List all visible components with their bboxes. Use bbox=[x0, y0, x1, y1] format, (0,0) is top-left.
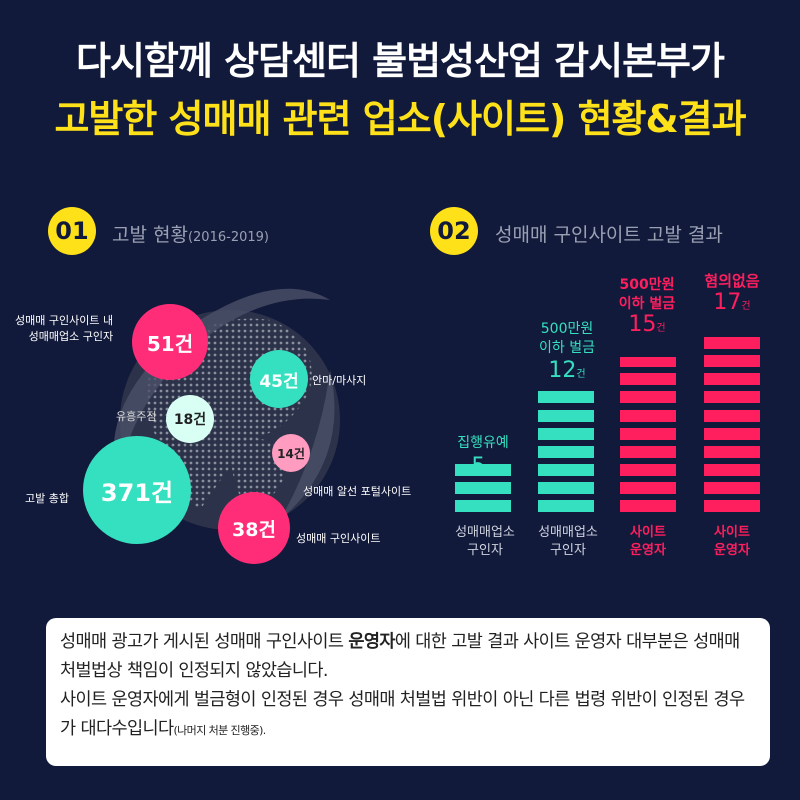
bar-segment bbox=[704, 481, 760, 494]
bar-segment bbox=[620, 445, 676, 458]
bar3-amount-line2: 이하 벌금 bbox=[618, 296, 676, 312]
bar-segment bbox=[704, 391, 760, 404]
note-part2: 에 대한 고발 결과 사이트 운영자 대부분은 성매매 처벌법상 책임이 인정되… bbox=[60, 632, 740, 681]
bar1-amount-label: 집행유예 bbox=[457, 435, 509, 451]
bar-segment bbox=[620, 373, 676, 386]
bar1-count-value: 5 bbox=[471, 454, 486, 479]
bubble-massage-label: 안마/마사지 bbox=[312, 374, 367, 387]
section1-years: (2016-2019) bbox=[187, 230, 269, 245]
bar2-amount-line1: 500만원 bbox=[540, 321, 594, 337]
bar-segment bbox=[704, 463, 760, 476]
bar3-count-value: 15 bbox=[628, 312, 657, 337]
bubble-total: 371건 bbox=[83, 436, 191, 544]
bar-segment bbox=[704, 355, 760, 368]
bubble-job-recruiter: 51건 bbox=[132, 304, 208, 380]
bubble-portal: 14건 bbox=[272, 434, 310, 472]
bar-segment bbox=[620, 463, 676, 476]
bubble-portal-label: 성매매 알선 포털사이트 bbox=[303, 485, 412, 498]
bar-segment bbox=[538, 463, 594, 476]
bar1-category-line1: 성매매업소 bbox=[455, 525, 515, 540]
bar-segment bbox=[620, 481, 676, 494]
bar-4 bbox=[704, 337, 760, 512]
bar-segment bbox=[704, 500, 760, 512]
bar-segment bbox=[538, 427, 594, 440]
bubble-job-recruiter-label: 성매매 구인사이트 내 성매매업소 구인자 bbox=[15, 314, 114, 343]
note-part1: 성매매 광고가 게시된 성매매 구인사이트 bbox=[60, 632, 349, 652]
globe-orbit-right bbox=[280, 370, 335, 520]
bar3-amount-line1: 500만원 bbox=[619, 277, 675, 293]
bar1-category-line2: 구인자 bbox=[467, 543, 503, 558]
bar-segment bbox=[538, 445, 594, 458]
main-title-line2: 고발한 성매매 관련 업소(사이트) 현황&결과 bbox=[54, 97, 746, 141]
section2-number-badge: 02 bbox=[430, 207, 478, 255]
bar-segment bbox=[538, 481, 594, 494]
bar-segment bbox=[620, 409, 676, 422]
bar-1 bbox=[455, 460, 511, 512]
section1-title-text: 고발 현황 bbox=[112, 224, 188, 246]
bar3-count: 15건 bbox=[612, 312, 682, 337]
bubble-bar-label: 유흥주점 bbox=[116, 410, 157, 423]
bar4-count: 17건 bbox=[696, 290, 768, 315]
bar-segment bbox=[620, 357, 676, 368]
bar-segment bbox=[538, 409, 594, 422]
bubble-total-label: 고발 총합 bbox=[25, 492, 69, 505]
bar-segment bbox=[704, 337, 760, 350]
bar3-count-unit: 건 bbox=[656, 323, 666, 334]
bubble-bar: 18건 bbox=[166, 395, 214, 443]
bar-segment bbox=[455, 481, 511, 494]
bar4-count-value: 17 bbox=[713, 290, 742, 315]
bar2-count: 12건 bbox=[532, 358, 602, 383]
section1-title: 고발 현황(2016-2019) bbox=[112, 220, 269, 247]
bar1-count: 5건 bbox=[448, 454, 518, 479]
bar1-count-unit: 건 bbox=[485, 465, 495, 476]
note-bold: 운영자 bbox=[348, 632, 395, 652]
bar-segment bbox=[620, 427, 676, 440]
note-small: (나머지 처분 진행중). bbox=[173, 724, 266, 737]
explanation-note: 성매매 광고가 게시된 성매매 구인사이트 운영자에 대한 고발 결과 사이트 … bbox=[46, 618, 770, 766]
bar-segment bbox=[704, 445, 760, 458]
main-title-line1: 다시함께 상담센터 불법성산업 감시본부가 bbox=[76, 39, 725, 83]
bar-segment bbox=[704, 373, 760, 386]
bar-segment bbox=[538, 391, 594, 404]
bar4-count-unit: 건 bbox=[741, 301, 751, 312]
bar2-category-line2: 구인자 bbox=[550, 543, 586, 558]
bar-segment bbox=[620, 500, 676, 512]
bubble-job-site-label: 성매매 구인사이트 bbox=[296, 532, 381, 545]
note-line3: 사이트 운영자에게 벌금형이 인정된 경우 성매매 처벌법 위반이 아닌 다른 … bbox=[60, 690, 745, 739]
bar4-amount-label: 혐의없음 bbox=[704, 272, 760, 290]
bar4-category-line1: 사이트 bbox=[714, 525, 750, 540]
bar-segment bbox=[704, 409, 760, 422]
bubble-massage: 45건 bbox=[250, 350, 308, 408]
bar3-category-line2: 운영자 bbox=[630, 543, 666, 558]
bar2-amount-line2: 이하 벌금 bbox=[539, 340, 595, 356]
bar2-count-value: 12 bbox=[548, 358, 577, 383]
section1-number-badge: 01 bbox=[48, 207, 96, 255]
bar-segment bbox=[704, 427, 760, 440]
bar-3 bbox=[620, 357, 676, 512]
bubble-job-site: 38건 bbox=[218, 492, 290, 564]
bar2-count-unit: 건 bbox=[576, 369, 586, 380]
bar-segment bbox=[538, 500, 594, 512]
bar-segment bbox=[455, 500, 511, 512]
bar-segment bbox=[455, 463, 511, 476]
bar3-category-line1: 사이트 bbox=[630, 525, 666, 540]
bar-2 bbox=[538, 388, 594, 512]
section2-title: 성매매 구인사이트 고발 결과 bbox=[495, 224, 723, 246]
bar2-category-line1: 성매매업소 bbox=[538, 525, 598, 540]
bar4-category-line2: 운영자 bbox=[714, 543, 750, 558]
bar-segment bbox=[620, 391, 676, 404]
